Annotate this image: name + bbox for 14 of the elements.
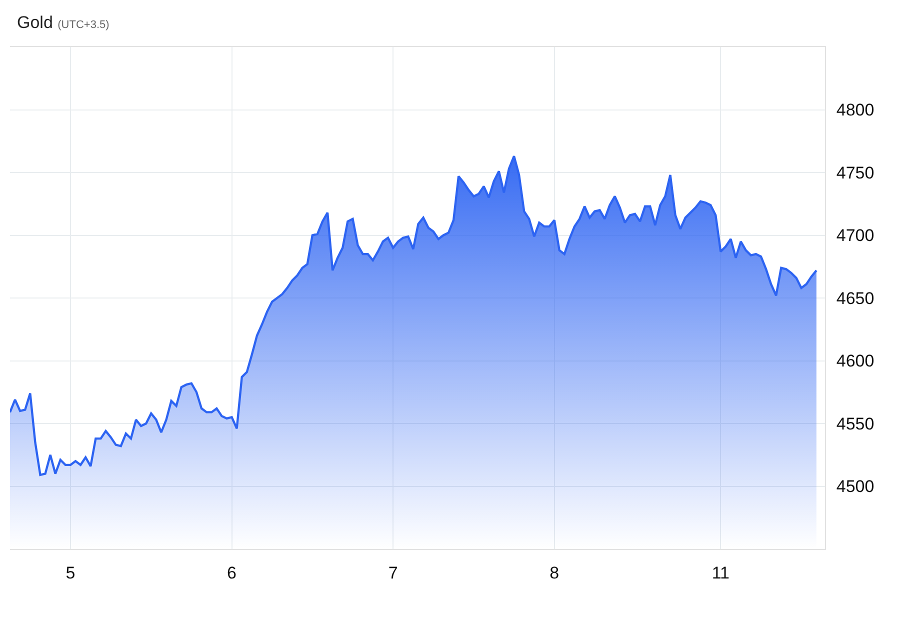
x-tick-label: 11 xyxy=(712,563,730,582)
y-tick-label: 4550 xyxy=(836,414,874,434)
y-tick-label: 4500 xyxy=(836,477,874,496)
x-tick-label: 7 xyxy=(388,563,398,582)
y-tick-label: 4600 xyxy=(836,352,874,371)
y-tick-label: 4800 xyxy=(836,100,874,120)
y-tick-label: 4650 xyxy=(836,288,874,308)
x-tick-label: 8 xyxy=(550,563,560,582)
y-tick-label: 4700 xyxy=(836,226,874,246)
x-tick-label: 5 xyxy=(66,563,76,582)
x-tick-label: 6 xyxy=(227,563,237,582)
y-tick-label: 4750 xyxy=(836,163,874,182)
chart-subtitle: (UTC+3.5) xyxy=(58,18,110,31)
chart-title: Gold xyxy=(17,12,53,32)
